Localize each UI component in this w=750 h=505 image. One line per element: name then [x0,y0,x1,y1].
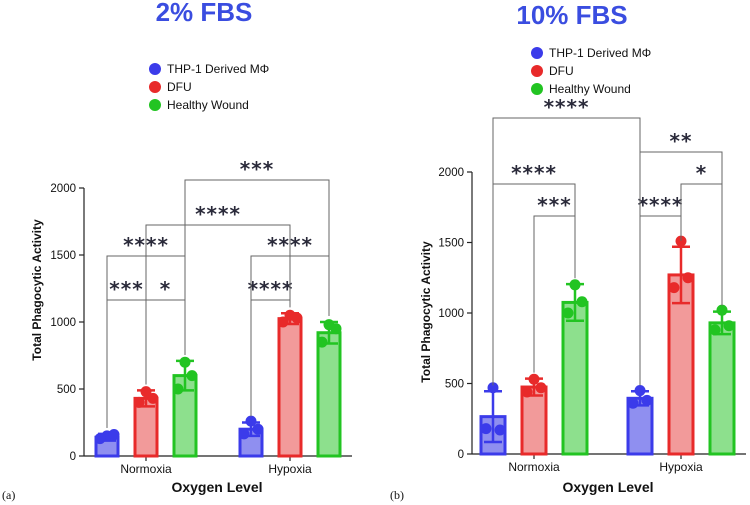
panel-b-significance-label: ** [670,129,693,153]
panel-a-significance-label: **** [195,202,241,226]
panel-b-legend-label: Healthy Wound [549,82,631,96]
panel-a: 0 500 1000 1500 2000 Normoxia Hypoxia THP-1 Der… [50,62,352,476]
panel-b-data-point [641,394,653,406]
panel-b-y-tick-label: 1000 [438,308,464,320]
panel-b-bar [708,321,736,456]
panel-a-x-axis-label: Oxygen Level [171,479,262,495]
panel-a-data-point [316,336,328,348]
panel-b-bar [561,300,589,456]
panel-b-data-point [487,382,499,394]
panel-b-data-point [723,320,735,332]
panel-a-data-point [238,428,250,440]
panel-b-significance-label: **** [544,95,590,119]
panel-b-significance-label: **** [638,193,684,217]
panel-a-data-point [245,415,257,427]
panel-a-y-tick-label: 2000 [50,183,76,195]
panel-a-data-point [277,316,289,328]
panel-b-data-point [675,235,687,247]
panel-a-legend-label: THP-1 Derived MΦ [167,62,269,76]
panel-b-data-point [528,373,540,385]
panel-b-data-point [634,385,646,397]
panel-b-data-point [521,386,533,398]
panel-a-x-tick-label: Hypoxia [268,462,312,476]
panel-b-y-tick-label: 500 [445,379,464,391]
panel-b-data-point [569,279,581,291]
panel-b-significance-bracket [492,117,641,386]
panel-b-data-point [627,397,639,409]
panel-b-legend-marker [531,65,543,77]
panel-b-y-tick-label: 2000 [438,167,464,179]
panel-a-data-point [252,423,264,435]
panel-b-title: 10% FBS [516,0,627,30]
panel-a-letter: (a) [2,488,15,502]
panel-b-data-point [668,282,680,294]
panel-a-y-tick-label: 1500 [50,250,76,262]
panel-a-significance-bracket [184,179,330,355]
panel-a-data-point [330,323,342,335]
panel-a-title: 2% FBS [156,0,253,27]
panel-a-data-point [147,392,159,404]
panel-b-data-point [535,382,547,394]
panel-a-data-point [108,429,120,441]
panel-a-data-point [291,312,303,324]
panel-a-y-tick-label: 1000 [50,317,76,329]
panel-a-legend-marker [149,63,161,75]
panel-a-data-point [172,383,184,395]
panel-b-letter: (b) [390,488,404,502]
panel-b-legend-marker [531,47,543,59]
panel-b-significance-label: * [696,161,707,185]
panel-a-y-tick-label: 0 [70,451,76,463]
panel-b-y-axis-label: Total Phagocytic Activity [419,241,433,383]
panel-a-legend-marker [149,81,161,93]
panel-b-bar [520,385,548,456]
panel-b-data-point [576,296,588,308]
panel-b-y-tick-label: 0 [458,449,464,461]
panel-a-data-point [140,386,152,398]
panel-a-y-axis-label: Total Phagocytic Activity [30,219,44,361]
panel-a-significance-label: *** [109,277,143,301]
panel-a-bar [277,317,303,458]
panel-a-legend-marker [149,99,161,111]
panel-a-significance-label: *** [240,157,274,181]
panel-a-legend-label: DFU [167,80,192,94]
panel-b-data-point [709,324,721,336]
panel-a-significance-bracket [145,224,291,385]
panel-b-bar [667,273,695,456]
panel-b-legend-marker [531,83,543,95]
panel-b-x-tick-label: Hypoxia [659,460,703,474]
panel-b-data-point [494,424,506,436]
panel-b-significance-label: **** [511,161,557,185]
panel-b-data-point [562,307,574,319]
panel-b-x-axis-label: Oxygen Level [562,479,653,495]
panel-a-data-point [179,356,191,368]
panel-b-y-tick-label: 1500 [438,238,464,250]
panel-a-legend-label: Healthy Wound [167,98,249,112]
panel-a-significance-bracket [145,299,186,385]
panel-a-data-point [186,370,198,382]
panel-a-significance-label: **** [248,277,294,301]
panel-b-significance-label: *** [537,193,571,217]
panel-a-bar [316,331,342,458]
panel-b: 0 500 1000 1500 2000 Normoxia Hypoxia THP-1 Der… [438,46,746,474]
panel-a-data-point [94,433,106,445]
panel-b-data-point [682,272,694,284]
panel-a-data-point [133,396,145,408]
panel-b-data-point [480,423,492,435]
panel-b-legend-label: THP-1 Derived MΦ [549,46,651,60]
panel-a-x-tick-label: Normoxia [120,462,172,476]
panel-b-data-point [716,304,728,316]
panel-a-y-tick-label: 500 [57,384,76,396]
panel-b-x-tick-label: Normoxia [508,460,560,474]
panel-b-legend-label: DFU [549,64,574,78]
panel-a-significance-label: * [160,277,171,301]
